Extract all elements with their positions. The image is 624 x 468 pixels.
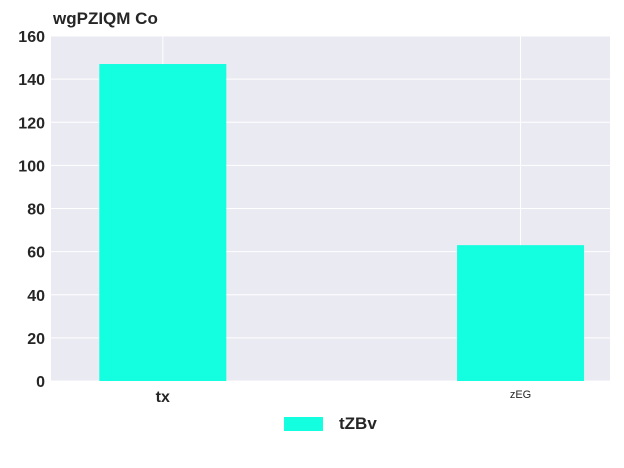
legend-label: tZBv	[339, 414, 377, 433]
y-tick-label: 120	[18, 115, 45, 132]
chart-title: wgPZIQM Co	[53, 9, 158, 28]
y-tick-label: 0	[36, 374, 45, 391]
y-tick-label: 160	[18, 29, 45, 46]
y-tick-label: 140	[18, 72, 45, 89]
bars	[99, 64, 585, 381]
y-tick-label: 100	[18, 158, 45, 175]
y-tick-label: 20	[27, 331, 45, 348]
x-tick-label: tx	[156, 389, 170, 406]
y-tick-label: 60	[27, 245, 45, 262]
legend: tZBv	[284, 414, 377, 434]
y-tick-label: 80	[27, 202, 45, 219]
y-tick-label: 40	[27, 288, 45, 305]
bar-tx	[99, 64, 227, 381]
x-tick-label: zEG	[510, 389, 531, 401]
x-axis-ticks: tx zEG	[156, 389, 532, 406]
y-axis-ticks: 0 20 40 60 80 100 120 140 160	[18, 29, 45, 391]
bar-zEG	[457, 245, 585, 381]
legend-swatch	[284, 417, 323, 431]
